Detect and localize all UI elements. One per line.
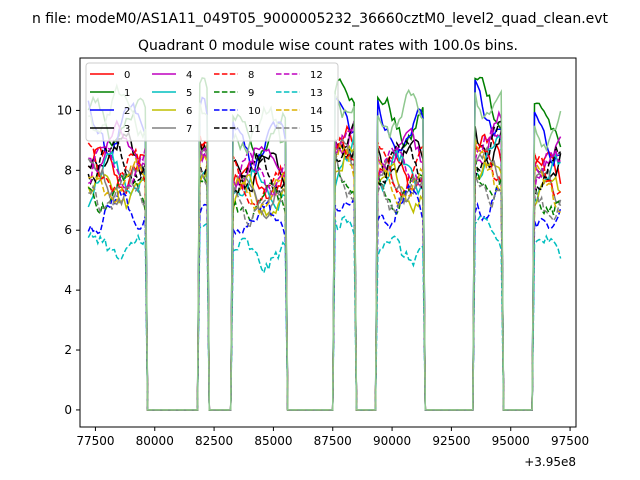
y-tick-label: 4 (64, 283, 72, 297)
x-tick-label: 77500 (76, 434, 114, 448)
legend-label: 5 (186, 88, 192, 99)
x-tick-label: 87500 (314, 434, 352, 448)
y-axis: 0 2 4 6 8 10 (57, 103, 80, 417)
x-tick-label: 82500 (195, 434, 233, 448)
plot-area (79, 57, 577, 428)
legend-label: 15 (310, 124, 323, 135)
x-axis-offset-label: +3.95e8 (524, 455, 576, 469)
x-tick-label: 95000 (492, 434, 530, 448)
legend-label: 12 (310, 70, 323, 81)
y-tick-label: 6 (64, 223, 72, 237)
y-tick-label: 0 (64, 403, 72, 417)
x-tick-label: 92500 (432, 434, 470, 448)
series-line-extra (88, 83, 562, 411)
legend-label: 0 (124, 70, 130, 81)
x-axis: 77500 80000 82500 85000 87500 90000 92500 95000… (76, 427, 589, 448)
legend-label: 13 (310, 88, 323, 99)
series-lines (87, 76, 562, 411)
legend-label: 10 (248, 106, 261, 117)
y-tick-label: 2 (64, 343, 72, 357)
legend-label: 4 (186, 70, 192, 81)
figure-suptitle: n file: modeM0/AS1A11_049T05_9000005232_… (32, 11, 609, 27)
legend-label: 14 (310, 106, 323, 117)
legend-label: 1 (124, 88, 130, 99)
x-tick-label: 90000 (373, 434, 411, 448)
legend-label: 11 (248, 124, 261, 135)
y-tick-label: 8 (64, 163, 72, 177)
y-tick-label: 10 (57, 103, 72, 117)
legend-frame (85, 62, 339, 142)
legend-label: 9 (248, 88, 254, 99)
legend-label: 3 (124, 124, 130, 135)
x-tick-label: 97500 (551, 434, 589, 448)
x-tick-label: 80000 (136, 434, 174, 448)
x-tick-label: 85000 (254, 434, 292, 448)
legend-label: 6 (186, 106, 192, 117)
legend-label: 8 (248, 70, 254, 81)
legend-label: 2 (124, 106, 130, 117)
chart-title: Quadrant 0 module wise count rates with … (138, 38, 518, 54)
axes-frame (79, 57, 577, 428)
legend-label: 7 (186, 124, 192, 135)
